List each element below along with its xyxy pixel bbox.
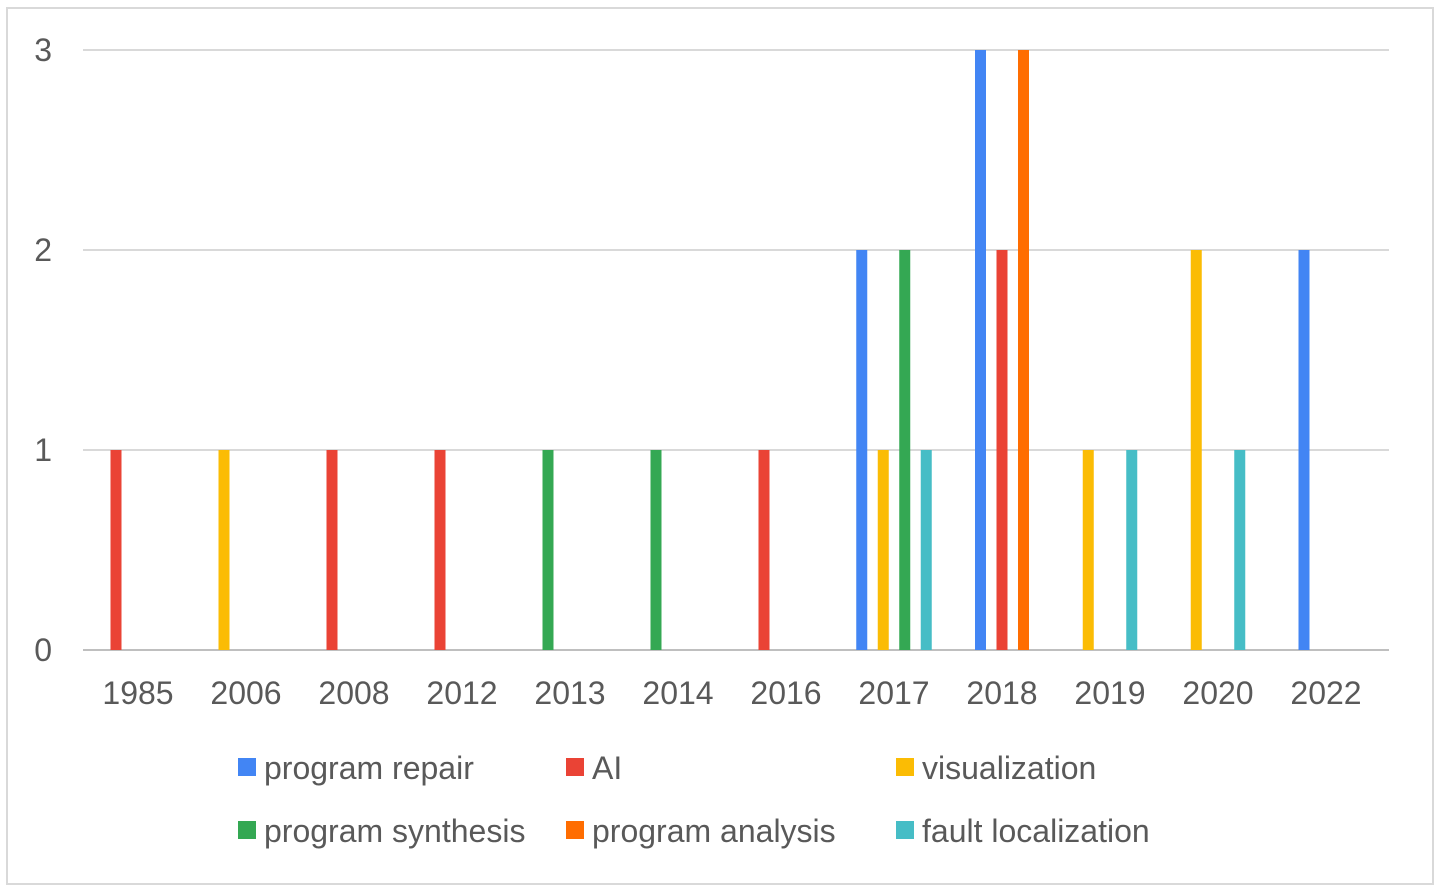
legend-swatch — [896, 821, 914, 839]
legend-entry: fault localization — [896, 813, 1150, 849]
legend-entry: visualization — [896, 750, 1096, 786]
legend-entry: program repair — [238, 750, 474, 786]
legend-entry: AI — [566, 750, 622, 786]
bar-2013-program-synthesis — [542, 450, 554, 650]
bar-2012-ai — [434, 450, 446, 650]
y-tick-label: 2 — [34, 232, 52, 268]
legend-label: visualization — [922, 750, 1096, 786]
gridlines — [83, 49, 1389, 651]
legend-swatch — [238, 821, 256, 839]
x-tick-label: 2018 — [966, 675, 1037, 711]
y-tick-label: 0 — [34, 632, 52, 668]
legend: program repair AI visualization program syn… — [238, 750, 1150, 849]
bar-2019-visualization — [1082, 450, 1094, 650]
x-tick-label: 2022 — [1290, 675, 1361, 711]
legend-swatch — [566, 758, 584, 776]
legend-swatch — [238, 758, 256, 776]
x-tick-label: 2014 — [642, 675, 713, 711]
x-tick-label: 2016 — [750, 675, 821, 711]
bar-2008-ai — [326, 450, 338, 650]
bar-2016-ai — [758, 450, 770, 650]
x-tick-label: 2017 — [858, 675, 929, 711]
x-tick-label: 2020 — [1182, 675, 1253, 711]
bar-2018-ai — [996, 250, 1008, 650]
legend-entry: program analysis — [566, 813, 836, 849]
bar-2014-program-synthesis — [650, 450, 662, 650]
legend-label: program synthesis — [264, 813, 525, 849]
y-tick-label: 1 — [34, 432, 52, 468]
x-tick-label: 2012 — [426, 675, 497, 711]
y-tick-label: 3 — [34, 32, 52, 68]
bar-1985-ai — [110, 450, 122, 650]
bar-2019-fault-localization — [1126, 450, 1138, 650]
legend-entry: program synthesis — [238, 813, 525, 849]
x-tick-label: 2013 — [534, 675, 605, 711]
x-tick-label: 2006 — [210, 675, 281, 711]
bar-2020-fault-localization — [1234, 450, 1246, 650]
x-tick-label: 2019 — [1074, 675, 1145, 711]
bar-2018-program-repair — [975, 50, 986, 650]
legend-label: AI — [592, 750, 622, 786]
legend-label: program analysis — [592, 813, 836, 849]
bar-2018-program-analysis — [1018, 50, 1029, 650]
y-axis: 0 1 2 3 — [34, 32, 52, 668]
bar-2017-fault-localization — [920, 450, 932, 650]
x-axis: 1985 2006 2008 2012 2013 2014 2016 2017 2018 2019… — [102, 675, 1361, 711]
x-tick-label: 1985 — [102, 675, 173, 711]
x-tick-label: 2008 — [318, 675, 389, 711]
legend-label: fault localization — [922, 813, 1150, 849]
bar-2017-visualization — [877, 450, 889, 650]
bar-2017-program-synthesis — [899, 250, 911, 650]
bar-2020-visualization — [1190, 250, 1202, 650]
bars — [110, 50, 1310, 650]
legend-swatch — [896, 758, 914, 776]
bar-2022-program-repair — [1298, 250, 1310, 650]
legend-swatch — [566, 821, 584, 839]
bar-2006-visualization — [218, 450, 230, 650]
bar-2017-program-repair — [856, 250, 868, 650]
legend-label: program repair — [264, 750, 474, 786]
